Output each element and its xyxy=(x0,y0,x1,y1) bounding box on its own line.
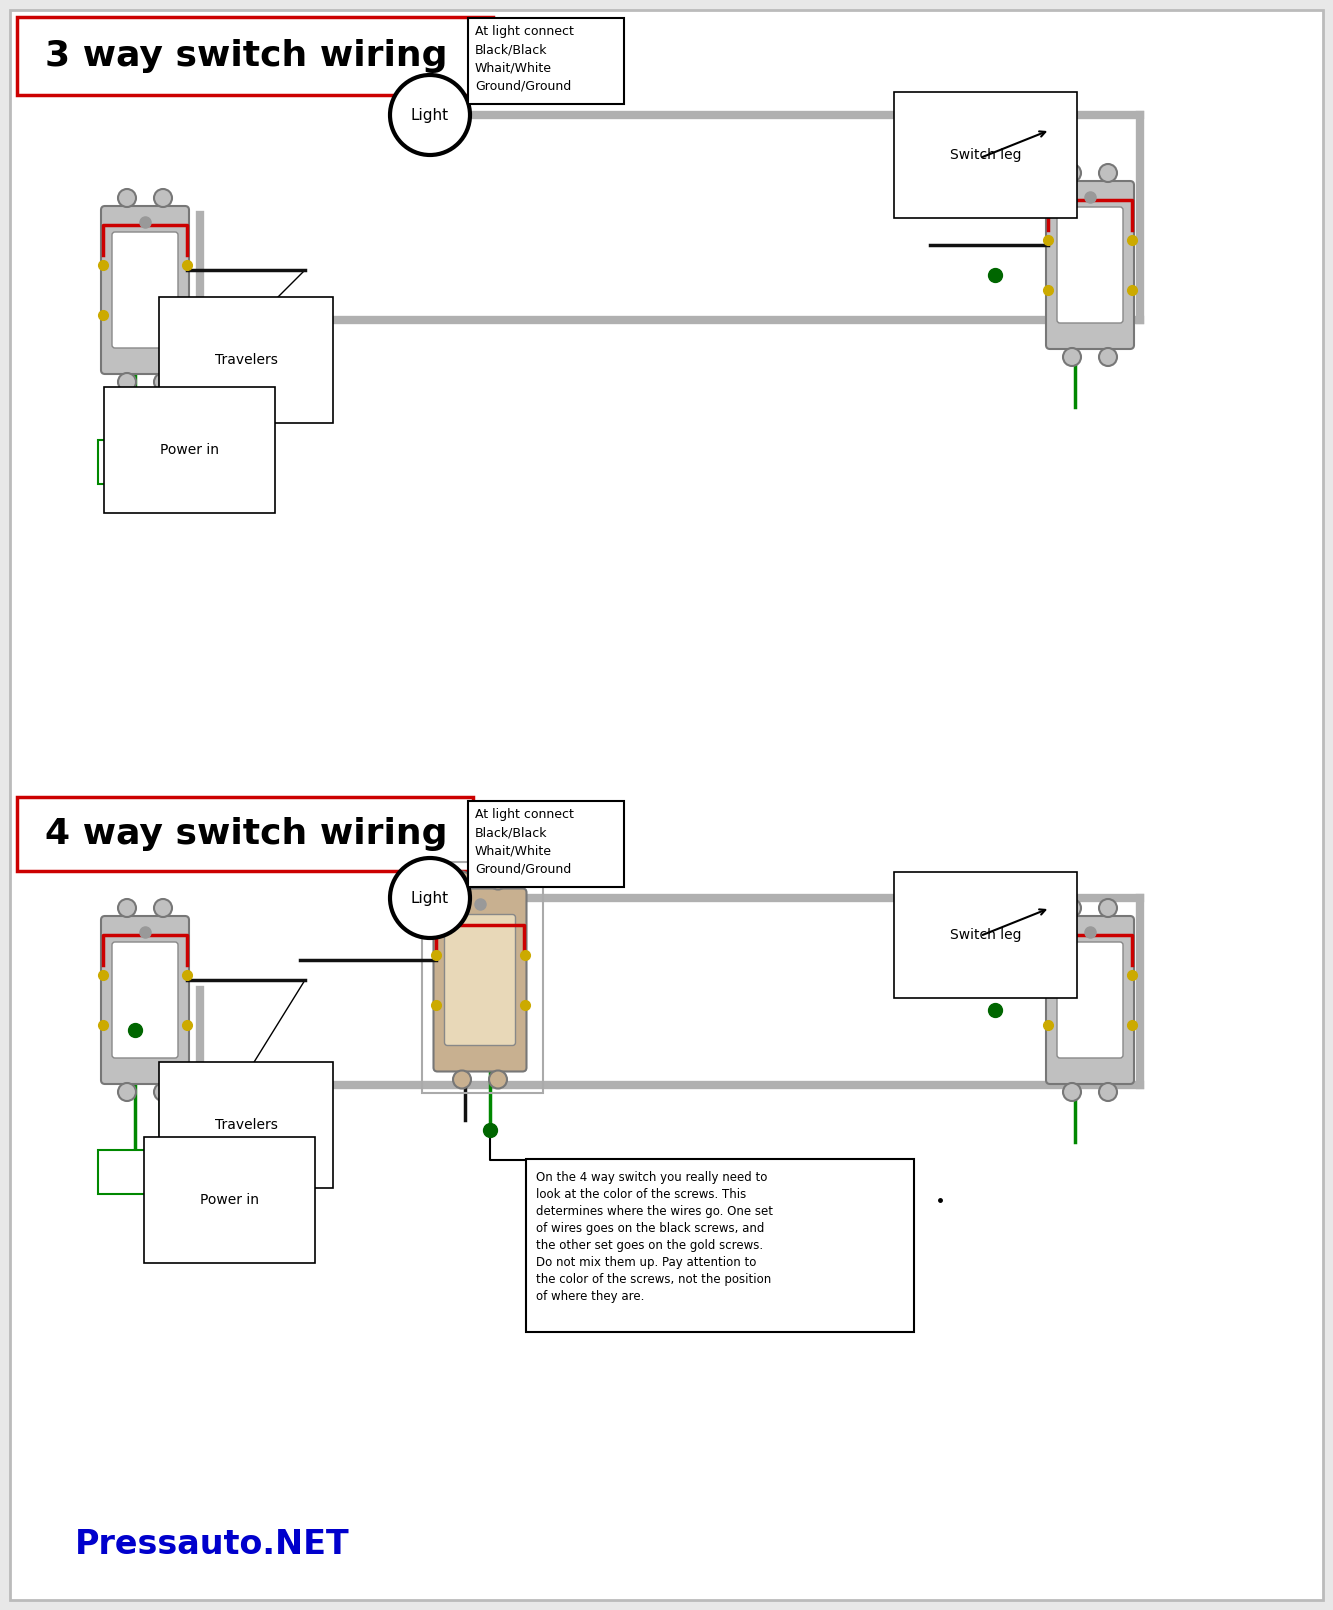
Text: Light: Light xyxy=(411,890,449,905)
Text: 4 way switch wiring: 4 way switch wiring xyxy=(45,816,448,852)
FancyBboxPatch shape xyxy=(17,797,473,871)
Circle shape xyxy=(391,76,471,155)
FancyBboxPatch shape xyxy=(101,916,189,1084)
Circle shape xyxy=(119,374,136,391)
Circle shape xyxy=(119,1084,136,1101)
Circle shape xyxy=(155,374,172,391)
Circle shape xyxy=(119,188,136,208)
Circle shape xyxy=(155,188,172,208)
Circle shape xyxy=(1098,1084,1117,1101)
Text: At light connect
Black/Black
Whait/White
Ground/Ground: At light connect Black/Black Whait/White… xyxy=(475,26,575,92)
Text: Pressauto.NET: Pressauto.NET xyxy=(75,1528,349,1562)
FancyBboxPatch shape xyxy=(112,942,179,1058)
Circle shape xyxy=(1098,164,1117,182)
Circle shape xyxy=(1062,1084,1081,1101)
FancyBboxPatch shape xyxy=(101,206,189,374)
Circle shape xyxy=(1062,898,1081,918)
FancyBboxPatch shape xyxy=(1057,942,1122,1058)
FancyBboxPatch shape xyxy=(433,889,527,1072)
Circle shape xyxy=(489,871,507,889)
Circle shape xyxy=(155,1084,172,1101)
Circle shape xyxy=(1098,898,1117,918)
Text: Light: Light xyxy=(411,108,449,122)
Circle shape xyxy=(489,1071,507,1088)
Text: 3 way switch wiring: 3 way switch wiring xyxy=(45,39,448,72)
Circle shape xyxy=(453,871,471,889)
Circle shape xyxy=(1062,164,1081,182)
FancyBboxPatch shape xyxy=(1046,180,1134,349)
FancyBboxPatch shape xyxy=(468,802,624,887)
FancyBboxPatch shape xyxy=(444,914,516,1045)
FancyBboxPatch shape xyxy=(99,1150,192,1195)
Circle shape xyxy=(453,1071,471,1088)
FancyBboxPatch shape xyxy=(1046,916,1134,1084)
FancyBboxPatch shape xyxy=(99,440,192,485)
Text: Power in: Power in xyxy=(200,1193,259,1208)
Text: On the 4 way switch you really need to
look at the color of the screws. This
det: On the 4 way switch you really need to l… xyxy=(536,1170,773,1302)
Circle shape xyxy=(119,898,136,918)
Text: Switch leg: Switch leg xyxy=(950,148,1021,163)
Text: Switch leg: Switch leg xyxy=(950,927,1021,942)
FancyBboxPatch shape xyxy=(17,18,493,95)
FancyBboxPatch shape xyxy=(468,18,624,105)
Circle shape xyxy=(1062,348,1081,365)
Circle shape xyxy=(1098,348,1117,365)
Text: Travelers: Travelers xyxy=(215,1117,277,1132)
FancyBboxPatch shape xyxy=(527,1159,914,1331)
Text: Travelers: Travelers xyxy=(215,353,277,367)
Text: At light connect
Black/Black
Whait/White
Ground/Ground: At light connect Black/Black Whait/White… xyxy=(475,808,575,874)
Text: Power in: Power in xyxy=(160,443,219,457)
FancyBboxPatch shape xyxy=(112,232,179,348)
Circle shape xyxy=(391,858,471,939)
Circle shape xyxy=(155,898,172,918)
FancyBboxPatch shape xyxy=(1057,208,1122,324)
